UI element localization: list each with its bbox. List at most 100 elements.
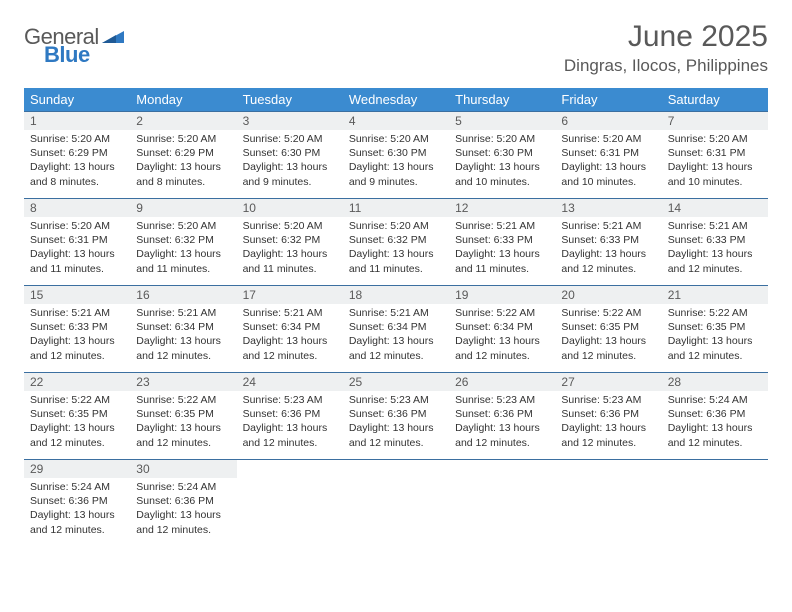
sunset-text: Sunset: 6:36 PM [136, 494, 230, 508]
location-text: Dingras, Ilocos, Philippines [564, 56, 768, 76]
daylight-line2: and 12 minutes. [668, 262, 762, 276]
sunrise-text: Sunrise: 5:22 AM [561, 306, 655, 320]
daylight-line2: and 12 minutes. [668, 436, 762, 450]
calendar-day-cell: 27Sunrise: 5:23 AMSunset: 6:36 PMDayligh… [555, 372, 661, 459]
daylight-line1: Daylight: 13 hours [561, 421, 655, 435]
calendar-day-cell: 19Sunrise: 5:22 AMSunset: 6:34 PMDayligh… [449, 285, 555, 372]
daylight-line1: Daylight: 13 hours [30, 421, 124, 435]
daylight-line2: and 8 minutes. [30, 175, 124, 189]
daylight-line1: Daylight: 13 hours [668, 247, 762, 261]
calendar-day-cell: 20Sunrise: 5:22 AMSunset: 6:35 PMDayligh… [555, 285, 661, 372]
calendar-day-cell: 22Sunrise: 5:22 AMSunset: 6:35 PMDayligh… [24, 372, 130, 459]
sunset-text: Sunset: 6:34 PM [243, 320, 337, 334]
day-number: 23 [130, 373, 236, 391]
daylight-line1: Daylight: 13 hours [455, 160, 549, 174]
day-number: 17 [237, 286, 343, 304]
day-number: 4 [343, 112, 449, 130]
day-header: Sunday [24, 88, 130, 111]
day-number: 8 [24, 199, 130, 217]
sunrise-text: Sunrise: 5:20 AM [349, 219, 443, 233]
day-number: 9 [130, 199, 236, 217]
sunset-text: Sunset: 6:34 PM [455, 320, 549, 334]
day-header: Saturday [662, 88, 768, 111]
daylight-line2: and 10 minutes. [668, 175, 762, 189]
sunrise-text: Sunrise: 5:21 AM [668, 219, 762, 233]
daylight-line1: Daylight: 13 hours [30, 334, 124, 348]
day-number: 12 [449, 199, 555, 217]
sunrise-text: Sunrise: 5:22 AM [136, 393, 230, 407]
day-header: Friday [555, 88, 661, 111]
calendar-day-cell: 26Sunrise: 5:23 AMSunset: 6:36 PMDayligh… [449, 372, 555, 459]
sunset-text: Sunset: 6:33 PM [30, 320, 124, 334]
day-number: 15 [24, 286, 130, 304]
sunset-text: Sunset: 6:32 PM [136, 233, 230, 247]
sunrise-text: Sunrise: 5:21 AM [30, 306, 124, 320]
day-detail: Sunrise: 5:24 AMSunset: 6:36 PMDaylight:… [130, 478, 236, 543]
sunrise-text: Sunrise: 5:20 AM [30, 132, 124, 146]
day-number: 21 [662, 286, 768, 304]
sunrise-text: Sunrise: 5:21 AM [243, 306, 337, 320]
calendar-day-cell: 4Sunrise: 5:20 AMSunset: 6:30 PMDaylight… [343, 111, 449, 198]
daylight-line2: and 12 minutes. [561, 436, 655, 450]
day-detail: Sunrise: 5:21 AMSunset: 6:34 PMDaylight:… [130, 304, 236, 369]
calendar-week-row: 29Sunrise: 5:24 AMSunset: 6:36 PMDayligh… [24, 459, 768, 546]
daylight-line2: and 12 minutes. [561, 262, 655, 276]
daylight-line2: and 12 minutes. [136, 436, 230, 450]
sunrise-text: Sunrise: 5:20 AM [243, 219, 337, 233]
calendar-day-cell: 6Sunrise: 5:20 AMSunset: 6:31 PMDaylight… [555, 111, 661, 198]
calendar-day-cell: 1Sunrise: 5:20 AMSunset: 6:29 PMDaylight… [24, 111, 130, 198]
day-number: 20 [555, 286, 661, 304]
daylight-line1: Daylight: 13 hours [243, 160, 337, 174]
day-detail: Sunrise: 5:20 AMSunset: 6:32 PMDaylight:… [237, 217, 343, 282]
daylight-line1: Daylight: 13 hours [668, 334, 762, 348]
day-detail: Sunrise: 5:20 AMSunset: 6:32 PMDaylight:… [343, 217, 449, 282]
daylight-line2: and 10 minutes. [561, 175, 655, 189]
daylight-line1: Daylight: 13 hours [349, 247, 443, 261]
daylight-line1: Daylight: 13 hours [668, 160, 762, 174]
sunset-text: Sunset: 6:36 PM [561, 407, 655, 421]
day-detail: Sunrise: 5:21 AMSunset: 6:33 PMDaylight:… [555, 217, 661, 282]
logo: General Blue [24, 20, 124, 66]
sunrise-text: Sunrise: 5:20 AM [561, 132, 655, 146]
daylight-line1: Daylight: 13 hours [349, 421, 443, 435]
daylight-line2: and 12 minutes. [136, 349, 230, 363]
day-detail: Sunrise: 5:21 AMSunset: 6:34 PMDaylight:… [343, 304, 449, 369]
day-number: 19 [449, 286, 555, 304]
daylight-line1: Daylight: 13 hours [136, 247, 230, 261]
calendar-day-cell: .. [343, 459, 449, 546]
day-detail: Sunrise: 5:20 AMSunset: 6:30 PMDaylight:… [237, 130, 343, 195]
day-number: 25 [343, 373, 449, 391]
calendar-day-cell: 30Sunrise: 5:24 AMSunset: 6:36 PMDayligh… [130, 459, 236, 546]
sunset-text: Sunset: 6:29 PM [136, 146, 230, 160]
sunrise-text: Sunrise: 5:20 AM [243, 132, 337, 146]
daylight-line1: Daylight: 13 hours [561, 334, 655, 348]
sunrise-text: Sunrise: 5:20 AM [30, 219, 124, 233]
calendar-day-cell: 7Sunrise: 5:20 AMSunset: 6:31 PMDaylight… [662, 111, 768, 198]
day-detail: Sunrise: 5:24 AMSunset: 6:36 PMDaylight:… [24, 478, 130, 543]
sunset-text: Sunset: 6:36 PM [455, 407, 549, 421]
calendar-week-row: 22Sunrise: 5:22 AMSunset: 6:35 PMDayligh… [24, 372, 768, 459]
calendar-day-cell: 28Sunrise: 5:24 AMSunset: 6:36 PMDayligh… [662, 372, 768, 459]
calendar-day-cell: 23Sunrise: 5:22 AMSunset: 6:35 PMDayligh… [130, 372, 236, 459]
day-detail: Sunrise: 5:20 AMSunset: 6:29 PMDaylight:… [130, 130, 236, 195]
daylight-line2: and 9 minutes. [243, 175, 337, 189]
day-detail: Sunrise: 5:20 AMSunset: 6:31 PMDaylight:… [24, 217, 130, 282]
daylight-line2: and 11 minutes. [30, 262, 124, 276]
sunrise-text: Sunrise: 5:22 AM [30, 393, 124, 407]
sunrise-text: Sunrise: 5:24 AM [668, 393, 762, 407]
calendar-day-cell: 24Sunrise: 5:23 AMSunset: 6:36 PMDayligh… [237, 372, 343, 459]
sunset-text: Sunset: 6:31 PM [561, 146, 655, 160]
daylight-line1: Daylight: 13 hours [349, 334, 443, 348]
calendar-day-cell: 10Sunrise: 5:20 AMSunset: 6:32 PMDayligh… [237, 198, 343, 285]
day-detail: Sunrise: 5:21 AMSunset: 6:33 PMDaylight:… [449, 217, 555, 282]
sunset-text: Sunset: 6:33 PM [668, 233, 762, 247]
calendar-week-row: 8Sunrise: 5:20 AMSunset: 6:31 PMDaylight… [24, 198, 768, 285]
daylight-line2: and 12 minutes. [455, 349, 549, 363]
daylight-line1: Daylight: 13 hours [561, 160, 655, 174]
sunset-text: Sunset: 6:33 PM [561, 233, 655, 247]
sunset-text: Sunset: 6:35 PM [30, 407, 124, 421]
sunrise-text: Sunrise: 5:21 AM [136, 306, 230, 320]
daylight-line2: and 11 minutes. [243, 262, 337, 276]
daylight-line1: Daylight: 13 hours [136, 334, 230, 348]
logo-triangle-icon [102, 29, 124, 48]
